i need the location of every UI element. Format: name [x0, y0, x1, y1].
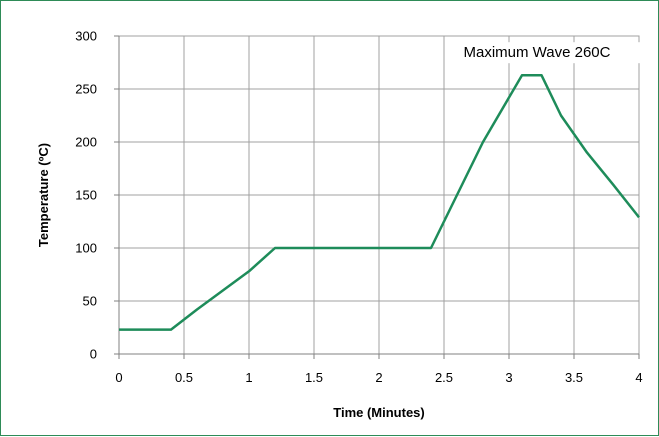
x-tick-label: 2.5 [435, 370, 453, 385]
y-tick-label: 300 [75, 29, 97, 44]
y-tick-label: 50 [83, 294, 97, 309]
x-tick-label: 1.5 [305, 370, 323, 385]
y-tick-label: 100 [75, 241, 97, 256]
annotations: Maximum Wave 260C [459, 42, 652, 64]
x-tick-label: 1 [245, 370, 252, 385]
x-axis-label: Time (Minutes) [333, 405, 425, 420]
x-tick-label: 3.5 [565, 370, 583, 385]
x-tick-label: 0.5 [175, 370, 193, 385]
temperature-line [119, 73, 640, 331]
x-tick-label: 3 [505, 370, 512, 385]
y-tick-label: 200 [75, 135, 97, 150]
x-tick-label: 4 [635, 370, 642, 385]
x-axis-ticks: 0 0.5 1 1.5 2 2.5 3 3.5 4 [115, 354, 643, 385]
y-tick-label: 250 [75, 82, 97, 97]
series-group [119, 73, 640, 331]
y-tick-label: 150 [75, 188, 97, 203]
annotation-label: Maximum Wave 260C [464, 44, 611, 61]
y-axis-label: Temperature (ºC) [36, 143, 51, 247]
y-axis-ticks: 0 50 100 150 200 250 300 [75, 29, 119, 362]
grid-lines [118, 35, 640, 355]
x-tick-label: 0 [115, 370, 122, 385]
annotation-background [459, 42, 652, 64]
x-tick-label: 2 [375, 370, 382, 385]
y-tick-label: 0 [90, 347, 97, 362]
